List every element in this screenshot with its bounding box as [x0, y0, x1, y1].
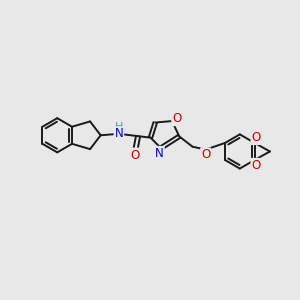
Text: O: O: [130, 148, 140, 161]
Text: H: H: [115, 122, 123, 132]
Text: N: N: [155, 147, 164, 160]
Text: O: O: [201, 148, 210, 161]
Text: N: N: [115, 127, 123, 140]
Text: O: O: [251, 131, 261, 144]
Text: O: O: [251, 159, 261, 172]
Text: O: O: [172, 112, 182, 125]
